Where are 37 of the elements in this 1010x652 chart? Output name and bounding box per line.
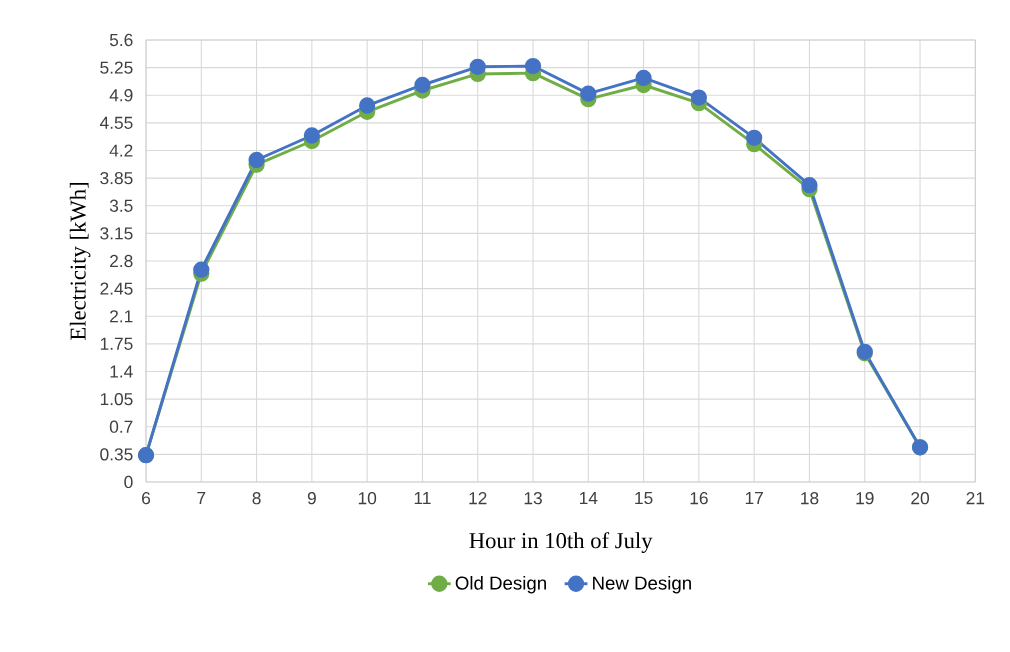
- legend-label: New Design: [593, 575, 691, 594]
- x-tick-label: 13: [524, 492, 542, 505]
- x-tick-label: 16: [690, 492, 708, 505]
- x-tick-label: 14: [579, 492, 598, 504]
- y-tick-label: 1.05: [100, 392, 133, 406]
- y-tick-label: 2.8: [110, 254, 133, 268]
- x-tick-label: 15: [635, 492, 653, 505]
- y-tick-label: 4.2: [109, 144, 133, 157]
- x-tick-label: 21: [966, 492, 985, 505]
- x-tick-label: 7: [197, 492, 206, 504]
- legend-label: Old Design: [455, 575, 546, 594]
- y-tick-label: 0.7: [109, 420, 133, 433]
- y-tick-label: 3.85: [100, 171, 133, 185]
- y-tick-label: 1.75: [100, 337, 133, 350]
- y-tick-label: 1.4: [110, 365, 133, 378]
- y-tick-label: 0.35: [100, 448, 133, 461]
- x-tick-label: 10: [358, 492, 377, 505]
- x-tick-label: 17: [745, 492, 763, 504]
- y-tick-label: 5.6: [109, 33, 133, 47]
- y-tick-label: 2.1: [110, 310, 133, 323]
- x-axis-title: Hour in 10th of July: [469, 532, 653, 553]
- x-tick-label: 18: [801, 492, 819, 505]
- x-tick-label: 6: [142, 492, 151, 505]
- y-tick-label: 4.9: [109, 89, 133, 102]
- y-tick-label: 5.25: [100, 61, 133, 74]
- x-tick-label: 8: [252, 492, 261, 505]
- x-tick-label: 9: [307, 492, 316, 505]
- y-tick-label: 0: [124, 475, 133, 489]
- y-tick-label: 3.5: [109, 199, 133, 212]
- x-tick-label: 19: [856, 492, 874, 505]
- x-tick-label: 20: [911, 492, 930, 505]
- y-tick-label: 3.15: [100, 227, 133, 240]
- x-tick-label: 11: [414, 492, 431, 504]
- y-axis-title: Electricity [kWh]: [69, 183, 91, 340]
- y-tick-label: 4.55: [99, 116, 133, 129]
- y-tick-label: 2.45: [100, 282, 133, 295]
- x-tick-label: 12: [469, 492, 487, 505]
